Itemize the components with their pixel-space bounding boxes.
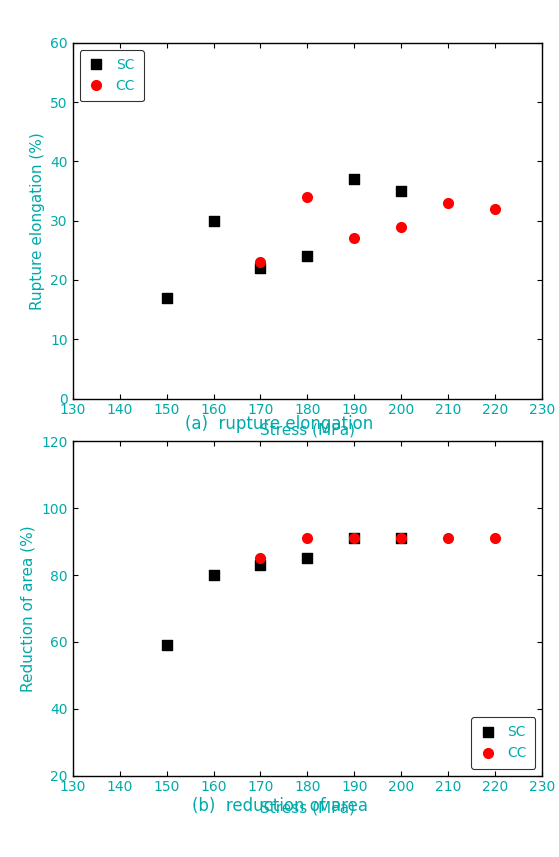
SC (256, 558, 265, 572)
CC (444, 196, 453, 210)
Y-axis label: Rupture elongation (%): Rupture elongation (%) (30, 132, 45, 309)
Y-axis label: Reduction of area (%): Reduction of area (%) (21, 525, 36, 692)
SC (209, 214, 218, 228)
SC (397, 531, 406, 545)
CC (303, 190, 312, 204)
CC (350, 231, 359, 245)
SC (256, 261, 265, 275)
CC (303, 531, 312, 545)
SC (162, 291, 171, 304)
SC (209, 568, 218, 582)
SC (303, 552, 312, 566)
SC (350, 172, 359, 186)
SC (350, 531, 359, 545)
SC (303, 249, 312, 263)
SC (162, 638, 171, 652)
CC (256, 255, 265, 269)
CC (491, 531, 500, 545)
CC (350, 531, 359, 545)
CC (491, 202, 500, 216)
CC (256, 552, 265, 566)
CC (397, 531, 406, 545)
Text: (a)  rupture elongation: (a) rupture elongation (186, 415, 373, 434)
X-axis label: Stress (MPa): Stress (MPa) (260, 423, 355, 438)
Text: (b)  reduction of area: (b) reduction of area (192, 796, 367, 815)
CC (444, 531, 453, 545)
SC (397, 184, 406, 198)
X-axis label: Stress (MPa): Stress (MPa) (260, 800, 355, 815)
CC (397, 219, 406, 233)
Legend: SC, CC: SC, CC (471, 717, 536, 769)
Legend: SC, CC: SC, CC (79, 50, 144, 101)
